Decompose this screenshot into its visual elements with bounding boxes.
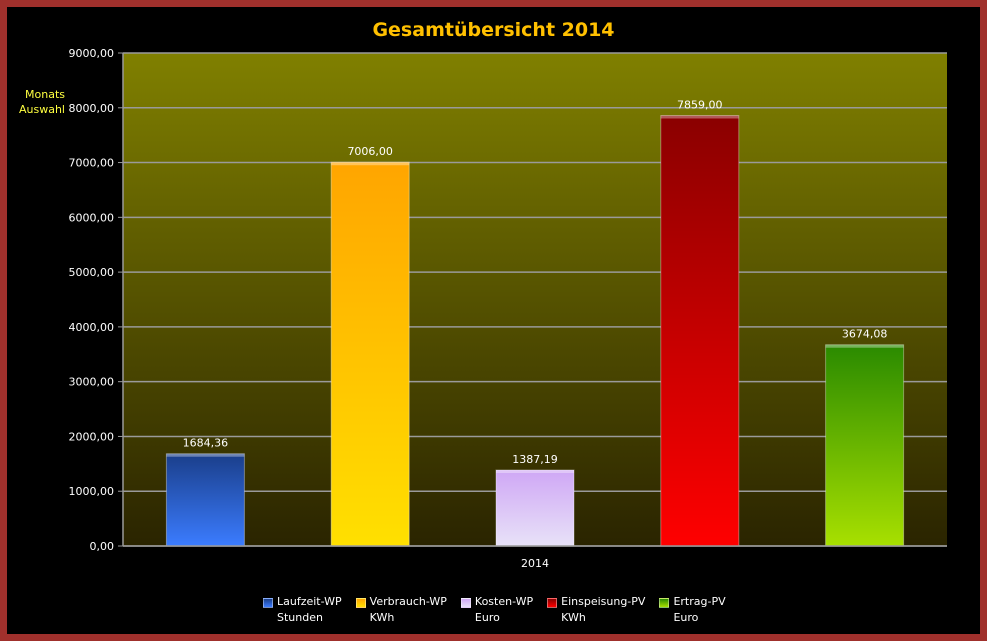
side-note-line-1: Monats — [25, 88, 65, 101]
y-tick-label: 3000,00 — [69, 376, 115, 389]
legend-item: Laufzeit-WP Stunden — [263, 594, 342, 626]
bar-verbrauch-wp — [330, 161, 410, 547]
y-tick-label: 7000,00 — [69, 157, 115, 170]
bar-highlight — [496, 470, 574, 474]
legend-label-line: Einspeisung-PV — [561, 595, 646, 608]
legend-swatch — [355, 598, 366, 608]
data-label: 1387,19 — [512, 453, 558, 466]
legend-item: Kosten-WP Euro — [460, 594, 533, 626]
legend-label-line: Verbrauch-WP — [369, 595, 447, 608]
y-tick-label: 4000,00 — [69, 321, 115, 334]
y-tick-label: 0,00 — [90, 540, 115, 553]
bar-einspeisung-pv — [660, 115, 740, 547]
legend-swatch — [547, 598, 558, 608]
legend-label-line: KWh — [561, 611, 586, 624]
legend-label: Ertrag-PV Euro — [673, 594, 725, 626]
legend-label-line: Laufzeit-WP — [277, 595, 342, 608]
chart-frame: 0,00 1000,00 2000,00 3000,00 4000,00 5000,00 6… — [7, 7, 980, 634]
legend-label-line: Euro — [474, 611, 500, 624]
y-tick-label: 2000,00 — [69, 430, 115, 443]
legend-item: Einspeisung-PV KWh — [547, 594, 645, 626]
bar-highlight — [166, 453, 245, 457]
chart-title: Gesamtübersicht 2014 — [372, 19, 615, 41]
legend-swatch — [263, 598, 273, 608]
data-label: 7006,00 — [347, 145, 393, 158]
month-selection-label[interactable]: Monats Auswahl — [11, 87, 65, 117]
bar-laufzeit-wp — [165, 453, 245, 547]
y-tick-label: 9000,00 — [69, 47, 115, 60]
side-note-line-2: Auswahl — [19, 103, 65, 116]
y-tick-label: 8000,00 — [69, 102, 115, 115]
legend-label-line: KWh — [369, 611, 395, 624]
legend-label-line: Euro — [673, 611, 699, 624]
y-tick-label: 1000,00 — [69, 485, 115, 498]
plot-area — [123, 53, 947, 546]
y-tick-label: 5000,00 — [69, 266, 115, 279]
legend-label: Verbrauch-WP KWh — [370, 594, 447, 626]
chart-canvas: 0,00 1000,00 2000,00 3000,00 4000,00 5000,00 6… — [69, 47, 947, 570]
data-label: 3674,08 — [842, 328, 888, 341]
data-label: 7859,00 — [677, 99, 723, 112]
bar-kosten-wp — [495, 469, 575, 547]
bar-ertrag-pv — [825, 344, 905, 547]
legend-label-line: Ertrag-PV — [673, 595, 726, 608]
data-label: 1684,36 — [183, 437, 229, 450]
legend-label-line: Stunden — [277, 611, 323, 624]
legend-label: Einspeisung-PV KWh — [561, 594, 645, 626]
bar-highlight — [825, 344, 904, 348]
legend-label: Kosten-WP Euro — [475, 594, 533, 626]
legend-swatch — [460, 598, 471, 608]
x-category-label: 2014 — [521, 557, 549, 570]
y-tick-label: 6000,00 — [69, 211, 115, 224]
legend-item: Ertrag-PV Euro — [659, 594, 726, 626]
legend-swatch — [659, 598, 670, 608]
legend-label-line: Kosten-WP — [474, 595, 534, 608]
legend: Laufzeit-WP Stunden Verbrauch-WP KWh Kosten-… — [263, 594, 740, 626]
legend-label: Laufzeit-WP Stunden — [277, 594, 342, 626]
bar-highlight — [331, 162, 410, 166]
legend-item: Verbrauch-WP KWh — [355, 594, 447, 626]
bar-highlight — [660, 115, 739, 119]
